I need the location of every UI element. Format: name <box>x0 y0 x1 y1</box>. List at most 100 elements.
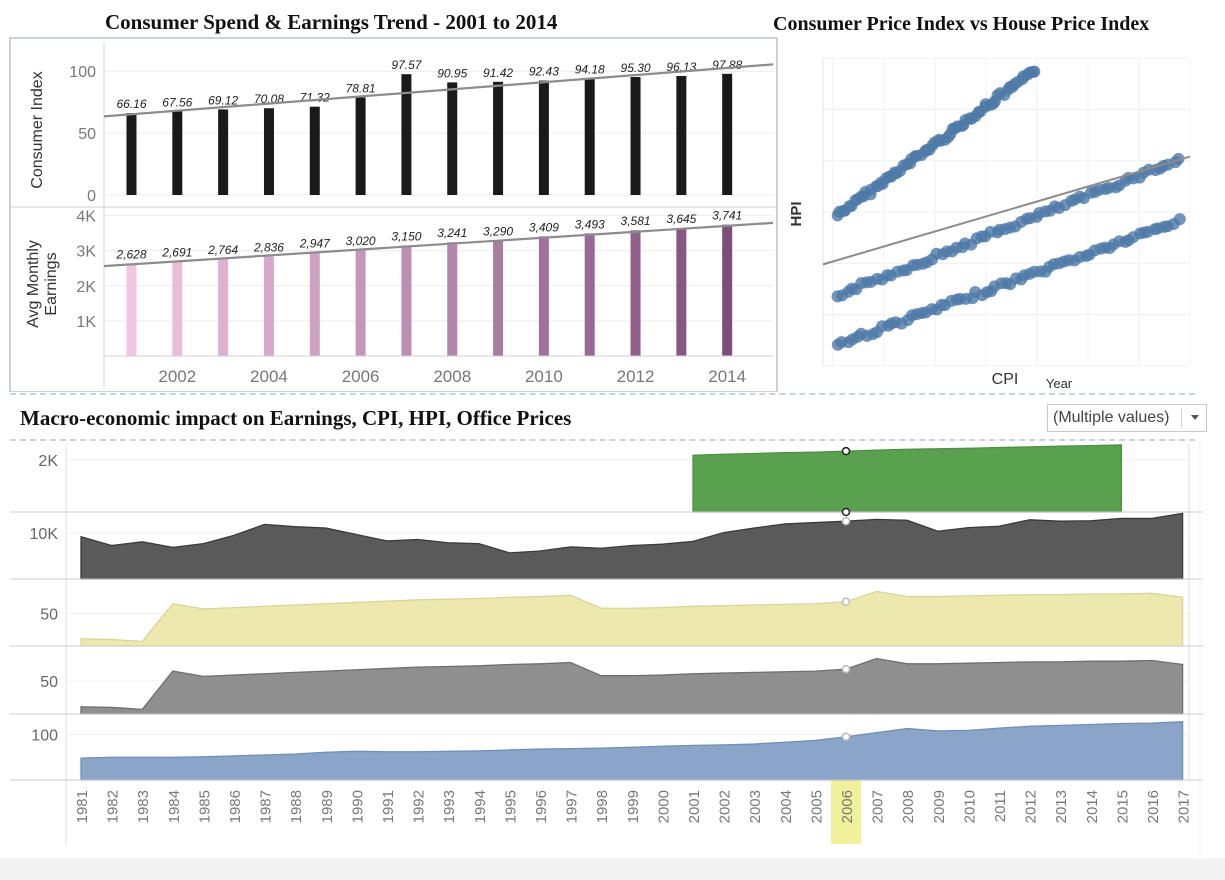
bar <box>630 77 641 195</box>
x-tick-label: 2004 <box>778 790 795 823</box>
x-tick-label: 2008 <box>900 790 917 823</box>
trend-line <box>822 155 1191 266</box>
x-tick-label: 2009 <box>931 790 948 823</box>
data-label: 94.18 <box>575 62 605 76</box>
bar <box>584 78 595 195</box>
data-label: 3,741 <box>712 209 742 223</box>
x-tick-label: 1991 <box>380 790 397 823</box>
trend-line <box>103 63 774 118</box>
y-tick-label: 50 <box>78 126 96 143</box>
x-tick-label: 1983 <box>135 790 152 823</box>
highlight-band <box>831 780 861 844</box>
data-label: 78.81 <box>346 81 376 95</box>
bar <box>538 236 549 356</box>
x-tick-label: 2010 <box>525 367 563 386</box>
bar <box>218 109 229 195</box>
x-tick-label: 2017 <box>1176 790 1193 823</box>
x-tick-label: 2004 <box>250 367 288 386</box>
x-tick-label: 2001 <box>686 790 703 823</box>
year-filter-dropdown[interactable]: (Multiple values) <box>1047 404 1207 432</box>
x-tick-label: 1996 <box>533 790 550 823</box>
bar <box>538 80 549 195</box>
x-tick-label: 2012 <box>617 367 655 386</box>
x-tick-label: 1989 <box>319 790 336 823</box>
x-tick-label: 1997 <box>564 790 581 823</box>
data-label: 71.32 <box>300 91 330 105</box>
x-tick-label: 2011 <box>992 790 1009 822</box>
y-tick-label: 50 <box>40 674 58 691</box>
x-tick-label: 1994 <box>472 790 489 823</box>
data-label: 3,020 <box>346 234 376 248</box>
x-tick-label: 1995 <box>502 790 519 823</box>
scatter-point <box>1173 213 1186 226</box>
x-tick-label: 2003 <box>747 790 764 823</box>
bar <box>401 245 412 356</box>
x-tick-label: 2010 <box>961 790 978 823</box>
x-tick-label: 1985 <box>196 790 213 823</box>
x-tick-label: 1986 <box>227 790 244 823</box>
bar <box>630 230 641 356</box>
bar <box>309 106 320 195</box>
chevron-down-icon[interactable] <box>1191 415 1199 420</box>
area-series <box>692 444 1123 513</box>
data-label: 2,947 <box>299 236 331 250</box>
highlight-marker <box>841 516 851 526</box>
data-label: 2,691 <box>161 245 192 259</box>
area-series <box>80 657 1184 715</box>
bar <box>355 97 366 195</box>
x-tick-label: 2013 <box>1053 790 1070 823</box>
y-tick-label: 4K <box>76 209 96 226</box>
bar <box>218 258 229 356</box>
spend-chart-title: Consumer Spend & Earnings Trend - 2001 t… <box>105 10 558 34</box>
cpi-hpi-scatter-chart: HPI CPI Year <box>788 57 1191 391</box>
x-tick-label: 2014 <box>1084 790 1101 823</box>
highlight-marker <box>841 597 851 607</box>
macro-area-chart: 2K 10K 50 50 100 1981 1982 1983 1984 1985 1986 1987… <box>10 440 1203 858</box>
scatter-point <box>1028 65 1041 78</box>
data-label: 3,409 <box>529 220 559 234</box>
dropdown-separator <box>1181 408 1182 428</box>
x-tick-label: 2014 <box>708 367 746 386</box>
bar <box>401 74 412 195</box>
macro-chart-title: Macro-economic impact on Earnings, CPI, … <box>20 406 572 430</box>
year-filter-value: (Multiple values) <box>1053 409 1170 426</box>
data-label: 97.57 <box>391 58 422 72</box>
y-axis-label: Earnings <box>43 252 60 315</box>
x-tick-label: 1992 <box>411 790 428 823</box>
cpi-hpi-chart-title: Consumer Price Index vs House Price Inde… <box>773 13 1150 35</box>
y-tick-label: 50 <box>40 606 58 623</box>
x-tick-label: 1982 <box>105 790 122 823</box>
bar <box>447 82 458 195</box>
highlight-marker <box>841 664 851 674</box>
y-tick-label: 2K <box>38 453 58 470</box>
trend-line <box>103 221 774 268</box>
bar <box>493 240 504 356</box>
bar <box>493 81 504 195</box>
area-series <box>80 512 1184 580</box>
x-tick-label: 2002 <box>717 790 734 823</box>
x-axis-label: CPI <box>992 371 1019 388</box>
x-tick-label: 1993 <box>441 790 458 823</box>
bar <box>676 227 687 356</box>
y-tick-label: 3K <box>76 244 96 261</box>
extra-axis-label: Year <box>1046 376 1073 391</box>
y-tick-label: 0 <box>87 188 96 205</box>
x-tick-label: 1984 <box>166 790 183 823</box>
bar <box>676 75 687 195</box>
data-label: 3,581 <box>621 214 651 228</box>
data-label: 90.95 <box>437 66 467 80</box>
highlight-marker <box>841 732 851 742</box>
bar <box>126 263 137 356</box>
y-tick-label: 10K <box>30 526 59 543</box>
y-tick-label: 2K <box>76 279 96 296</box>
x-tick-label: 1990 <box>349 790 366 823</box>
bar <box>172 111 183 195</box>
data-label: 67.56 <box>162 95 192 109</box>
y-axis-label: Avg Monthly <box>25 240 42 328</box>
area-series <box>80 590 1184 647</box>
y-axis-label: HPI <box>788 201 805 226</box>
data-label: 69.12 <box>208 93 238 107</box>
x-tick-label: 2008 <box>433 367 471 386</box>
bar <box>172 261 183 356</box>
